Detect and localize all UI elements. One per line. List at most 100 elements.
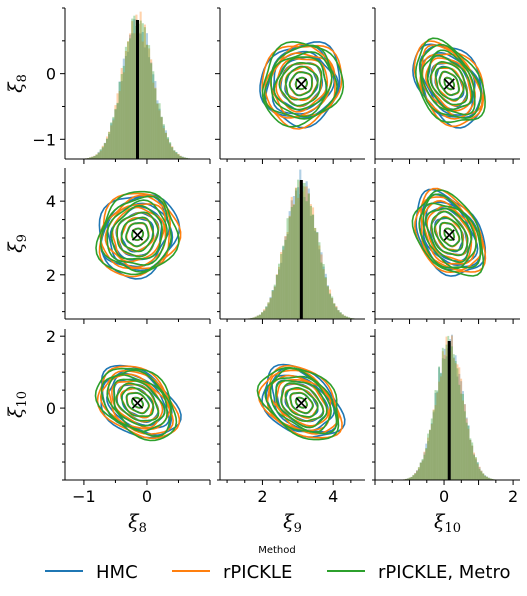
- histogram-bar: [484, 475, 487, 480]
- histogram-bar: [331, 298, 334, 319]
- histogram-bar: [486, 476, 488, 480]
- histogram-bar: [456, 368, 459, 480]
- histogram-bar: [265, 306, 268, 319]
- histogram-bar: [410, 476, 413, 480]
- histogram-bar: [267, 302, 270, 319]
- panel-10-9: × 2 4: [215, 329, 365, 506]
- density-contour: [125, 222, 150, 248]
- histogram-bar: [309, 215, 312, 319]
- density-contour: [419, 43, 482, 120]
- histogram-bar: [122, 72, 125, 159]
- histogram-bar: [324, 273, 327, 319]
- x-axis-label: ξ8: [128, 511, 147, 536]
- histogram-bar: [95, 154, 98, 159]
- reference-marker: ×: [441, 222, 458, 246]
- histogram-bar: [486, 476, 488, 480]
- histogram-bar: [482, 473, 485, 480]
- histogram-bar: [456, 376, 459, 480]
- histogram-bar: [419, 462, 422, 480]
- histogram-bar: [256, 315, 259, 319]
- density-contour: [261, 363, 346, 438]
- histogram-bar: [434, 392, 437, 480]
- histogram-bar: [166, 138, 170, 159]
- histogram-bar: [443, 354, 446, 480]
- histogram-bar: [282, 246, 285, 319]
- histogram-bar: [314, 227, 317, 319]
- histogram-bar: [419, 462, 422, 480]
- histogram-bar: [89, 157, 92, 159]
- histogram-bar: [335, 305, 338, 319]
- histogram-bar: [487, 477, 490, 480]
- density-contour: [110, 204, 164, 260]
- histogram-bar: [129, 34, 132, 159]
- histogram-bar: [173, 150, 176, 159]
- histogram-bar: [428, 429, 431, 480]
- histogram-bar: [473, 455, 476, 480]
- histogram-bar: [460, 378, 463, 480]
- density-contour: [275, 379, 330, 427]
- density-contour: [425, 207, 473, 264]
- histogram-bar: [430, 418, 433, 480]
- histogram-bar: [271, 290, 274, 319]
- histogram-bar: [158, 103, 161, 159]
- histogram-bar: [286, 234, 289, 319]
- histogram-bar: [269, 298, 272, 319]
- panel-plot-area: ×: [256, 363, 346, 441]
- x-tick-label: 0: [142, 487, 152, 506]
- histogram-bar: [150, 63, 153, 159]
- histogram-bar: [339, 312, 342, 319]
- histogram-bar: [288, 211, 291, 319]
- histogram-bar: [465, 417, 468, 480]
- x-axis-label: ξ10: [434, 511, 461, 536]
- histogram-bar: [463, 411, 466, 480]
- histogram-bar: [275, 274, 278, 319]
- histogram-bar: [263, 310, 266, 319]
- histogram-bar: [454, 363, 457, 480]
- histogram-bar: [416, 470, 418, 480]
- panel-plot-area: ×: [412, 37, 486, 129]
- panel-plot-area: [237, 169, 365, 319]
- histogram-bar: [297, 179, 300, 319]
- histogram-bar: [412, 474, 415, 480]
- density-contour: [131, 396, 145, 409]
- histogram-bar: [95, 154, 98, 159]
- histogram-bar: [148, 48, 151, 159]
- histogram-bar: [267, 302, 270, 319]
- histogram-bar: [256, 315, 259, 319]
- histogram-bar: [162, 125, 165, 159]
- density-contour: [288, 71, 313, 97]
- histogram-bar: [108, 131, 111, 159]
- histogram-bar: [89, 157, 92, 159]
- panel-9-10: ×: [370, 168, 520, 324]
- histogram-bar: [460, 393, 463, 480]
- histogram-bar: [95, 154, 98, 159]
- histogram-bar: [133, 19, 136, 159]
- legend-item: rPICKLE, Metro: [327, 562, 510, 583]
- histogram-bar: [462, 400, 464, 480]
- histogram-bar: [143, 27, 146, 159]
- histogram-bar: [458, 367, 461, 480]
- histogram-bar: [133, 33, 136, 159]
- histogram-bar: [126, 51, 130, 159]
- histogram-bar: [476, 462, 479, 480]
- histogram-bar: [475, 457, 477, 480]
- histogram-bar: [345, 316, 349, 319]
- histogram-bar: [489, 478, 492, 480]
- histogram-bar: [412, 475, 415, 480]
- histogram-bar: [486, 476, 488, 480]
- histogram-bar: [175, 152, 178, 159]
- histogram-bar: [343, 315, 346, 319]
- density-contour: [120, 216, 155, 253]
- histogram-bar: [179, 155, 182, 159]
- histogram-bar: [110, 122, 113, 159]
- histogram-bar: [452, 357, 455, 480]
- density-contour: [94, 367, 178, 442]
- histogram-bar: [458, 373, 461, 480]
- histogram-bar: [430, 423, 433, 480]
- histogram-bar: [171, 146, 174, 159]
- histogram-bar: [320, 262, 323, 319]
- histogram-bar: [423, 454, 426, 480]
- histogram-bar: [269, 296, 272, 319]
